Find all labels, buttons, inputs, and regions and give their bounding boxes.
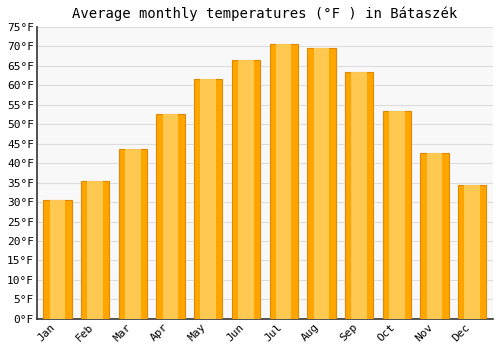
FancyBboxPatch shape — [426, 153, 442, 319]
FancyBboxPatch shape — [118, 149, 147, 319]
FancyBboxPatch shape — [81, 181, 110, 319]
FancyBboxPatch shape — [276, 44, 291, 319]
FancyBboxPatch shape — [464, 184, 480, 319]
FancyBboxPatch shape — [232, 60, 260, 319]
FancyBboxPatch shape — [352, 71, 367, 319]
FancyBboxPatch shape — [420, 153, 448, 319]
FancyBboxPatch shape — [44, 200, 72, 319]
FancyBboxPatch shape — [458, 184, 486, 319]
FancyBboxPatch shape — [238, 60, 254, 319]
FancyBboxPatch shape — [125, 149, 140, 319]
FancyBboxPatch shape — [389, 111, 404, 319]
FancyBboxPatch shape — [88, 181, 103, 319]
FancyBboxPatch shape — [270, 44, 298, 319]
FancyBboxPatch shape — [50, 200, 65, 319]
FancyBboxPatch shape — [162, 114, 178, 319]
Title: Average monthly temperatures (°F ) in Bátaszék: Average monthly temperatures (°F ) in Bá… — [72, 7, 458, 21]
FancyBboxPatch shape — [156, 114, 184, 319]
FancyBboxPatch shape — [382, 111, 411, 319]
FancyBboxPatch shape — [200, 79, 216, 319]
FancyBboxPatch shape — [308, 48, 336, 319]
FancyBboxPatch shape — [194, 79, 222, 319]
FancyBboxPatch shape — [345, 71, 374, 319]
FancyBboxPatch shape — [314, 48, 329, 319]
